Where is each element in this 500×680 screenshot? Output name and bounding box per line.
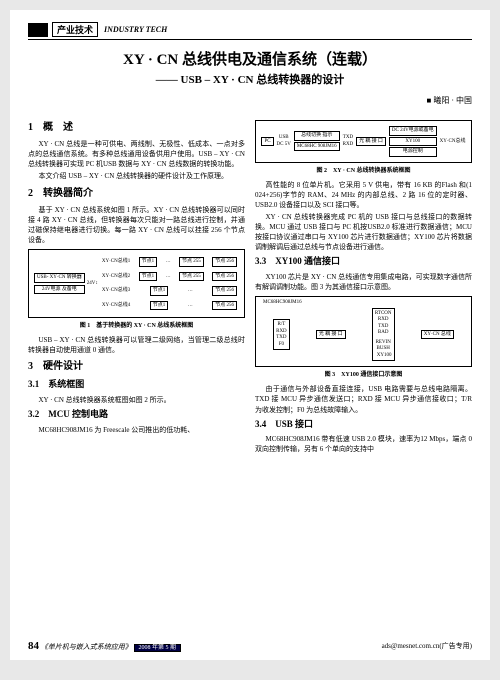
fig2-rxd: RXD (343, 142, 354, 148)
fig2-dc5v: DC 5V (277, 142, 291, 148)
fig1-bus2: XY·CN总线2 (102, 274, 130, 280)
fig3-rxd: RXD (276, 329, 287, 335)
article-subtitle: —— USB – XY · CN 总线转换器的设计 (28, 71, 472, 87)
fig2-caption: 图 2 XY · CN 总线转换器系统框图 (255, 167, 472, 176)
fig3-rt: R/T (276, 322, 287, 328)
sec1-p1: XY · CN 总线是一种可供电、两线制、无极性、低成本、一点对多点的总线通信系… (28, 139, 245, 169)
figure-1: USB- XY·CN 转换器 24V电源 及备电 24V↕ XY·CN总线1 节… (28, 249, 245, 318)
fig3-f0: F0 (276, 342, 287, 348)
fig1-node1b: 节点1 (139, 272, 158, 282)
fig2-coupler: 光 耦 接 口 (356, 137, 386, 147)
sec32-p: MC68HC908JM16 为 Freescale 公司推出的低功耗、 (28, 425, 245, 435)
fig3-xycn: XY·CN 总线 (421, 330, 454, 340)
fig1-node1c: 节点1 (150, 286, 169, 296)
fig2-relay: 总线切换 指示 (294, 131, 340, 141)
fig1-bus4: XY·CN总线4 (102, 303, 130, 309)
fig1-converter: USB- XY·CN 转换器 (34, 273, 85, 283)
fig1-node1a: 节点1 (139, 257, 158, 267)
fig3-txd2: TXD (375, 324, 392, 330)
sec1-p2: 本文介绍 USB – XY · CN 总线转换器的硬件设计及工作原理。 (28, 171, 245, 181)
page-header: 产业技术 INDUSTRY TECH (28, 22, 472, 40)
sec31-heading: 3.1 系统框图 (28, 378, 245, 392)
sec3-heading: 3 硬件设计 (28, 359, 245, 374)
fig3-txd: TXD (276, 335, 287, 341)
fig3-rxd2: RXD (375, 317, 392, 323)
fig2-txd: TXD (343, 135, 354, 141)
fig3-bush: BUSH (375, 346, 392, 352)
page-footer: 84 《单片机与嵌入式系统应用》 2008 年第 5 期 ads@mesnet.… (28, 640, 472, 652)
fig2-pwctl: 电源控制 (389, 147, 437, 157)
figure-3: MC68HC908JM16 R/T RXD TXD F0 光 耦 接 口 RTC… (255, 296, 472, 367)
header-category-cn: 产业技术 (52, 22, 98, 37)
sec34-heading: 3.4 USB 接口 (255, 418, 472, 432)
fig3-caption: 图 3 XY100 通信接口示意图 (255, 371, 472, 380)
sec1-heading: 1 概 述 (28, 120, 245, 135)
sec2-heading: 2 转换器简介 (28, 186, 245, 201)
column-right: PC USB DC 5V 总线切换 指示 MC68HC 908JM16 TXD … (255, 116, 472, 456)
fig3-bad: BAD (375, 330, 392, 336)
sec2-p1: 基于 XY · CN 总线系统如图 1 所示。XY · CN 总线转换器可以同时… (28, 205, 245, 246)
fig1-node256d: 节点 256 (212, 301, 237, 311)
fig2-usb: USB (277, 135, 291, 141)
fig1-node256c: 节点 256 (212, 286, 237, 296)
logo-icon (28, 23, 48, 37)
col2-p2: XY · CN 总线转换器完成 PC 机的 USB 接口与总线接口的数据转换。M… (255, 212, 472, 253)
page-number: 84 (28, 640, 39, 652)
figure-2: PC USB DC 5V 总线切换 指示 MC68HC 908JM16 TXD … (255, 120, 472, 163)
sec2-p2: USB – XY · CN 总线转换器可以管理二级网络，当管理二级总线时转换器自… (28, 335, 245, 355)
fig2-xycn: XY·CN总线 (440, 139, 466, 145)
sec32-heading: 3.2 MCU 控制电路 (28, 408, 245, 422)
fig1-caption: 图 1 基于转换器的 XY · CN 总线系统框图 (28, 322, 245, 331)
fig2-dc24v: DC 24V电源或备电 (389, 126, 437, 136)
article-author: 曦阳 · 中国 (28, 95, 472, 106)
fig1-node255b: 节点 255 (179, 272, 204, 282)
fig1-power: 24V电源 及备电 (34, 285, 85, 295)
fig2-xy100: XY100 (389, 137, 437, 147)
fig1-node255a: 节点 255 (179, 257, 204, 267)
issue-info: 2008 年第 5 期 (134, 644, 182, 652)
fig1-node256b: 节点 256 (212, 272, 237, 282)
fig3-rtcon: RTCON (375, 311, 392, 317)
two-column-body: 1 概 述 XY · CN 总线是一种可供电、两线制、无极性、低成本、一点对多点… (28, 116, 472, 456)
fig2-mcu: MC68HC 908JM16 (294, 142, 340, 152)
fig3-xy100: XY100 (375, 353, 392, 359)
fig1-node1d: 节点1 (150, 301, 169, 311)
journal-name: 《单片机与嵌入式系统应用》 (41, 643, 132, 651)
article-title: XY · CN 总线供电及通信系统（连载） (28, 48, 472, 69)
column-left: 1 概 述 XY · CN 总线是一种可供电、两线制、无极性、低成本、一点对多点… (28, 116, 245, 456)
fig1-node256a: 节点 256 (212, 257, 237, 267)
fig1-bus1: XY·CN总线1 (102, 259, 130, 265)
footer-email: ads@mesnet.com.cn(广告专用) (382, 641, 472, 651)
fig2-pc: PC (261, 137, 273, 147)
fig3-coupler: 光 耦 接 口 (316, 330, 346, 340)
sec31-p: XY · CN 总线转换器系统框图如图 2 所示。 (28, 395, 245, 405)
sec34-p: MC68HC908JM16 带有低速 USB 2.0 模块，速率为12 Mbps… (255, 434, 472, 454)
fig1-bus3: XY·CN总线3 (102, 288, 130, 294)
sec33-p: XY100 芯片是 XY · CN 总线通信专用集成电路，可实现数字通信所有解调… (255, 272, 472, 292)
fig3-revin: REVIN (375, 340, 392, 346)
col2-p1: 高性能的 8 位单片机。它采用 5 V 供电，带有 16 KB 的Flash 和… (255, 180, 472, 210)
col2-p3: 由于通信与外部设备直接连接，USB 电路需要与总线电路隔离。TXD 接 MCU … (255, 384, 472, 414)
header-category-en: INDUSTRY TECH (104, 25, 167, 34)
sec33-heading: 3.3 XY100 通信接口 (255, 255, 472, 269)
